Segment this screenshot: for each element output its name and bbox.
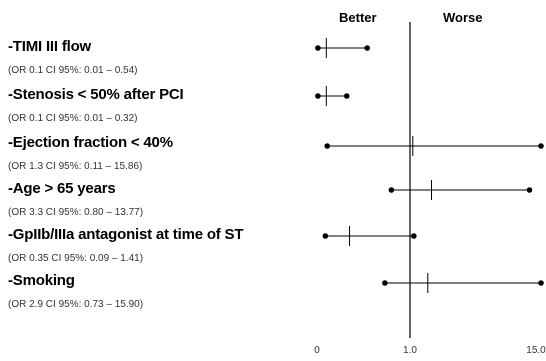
worse-label: Worse xyxy=(443,10,483,25)
ci-lower-marker xyxy=(315,45,321,51)
factor-label: -Smoking xyxy=(8,272,75,289)
factor-label: -Age > 65 years xyxy=(8,180,116,197)
ci-lower-marker xyxy=(315,93,321,99)
odds-ratio-text: (OR 0.35 CI 95%: 0.09 – 1.41) xyxy=(8,253,144,264)
ci-upper-marker xyxy=(343,93,350,99)
x-tick-label: 15.0 xyxy=(526,345,546,356)
ci-lower-marker xyxy=(322,233,329,239)
ci-upper-marker xyxy=(526,187,533,193)
ci-upper-marker xyxy=(538,280,544,286)
better-label: Better xyxy=(339,10,377,25)
ci-upper-marker xyxy=(538,143,544,149)
ci-lower-marker xyxy=(388,187,395,193)
factor-label: -TIMI III flow xyxy=(8,38,92,55)
odds-ratio-text: (OR 0.1 CI 95%: 0.01 – 0.54) xyxy=(8,65,138,76)
ci-upper-marker xyxy=(411,233,417,239)
odds-ratio-text: (OR 2.9 CI 95%: 0.73 – 15.90) xyxy=(8,299,144,310)
odds-ratio-text: (OR 0.1 CI 95%: 0.01 – 0.32) xyxy=(8,113,138,124)
ci-lower-marker xyxy=(382,280,388,286)
factor-label: -Stenosis < 50% after PCI xyxy=(8,86,184,103)
factor-label: -GpIIb/IIIa antagonist at time of ST xyxy=(8,226,244,243)
x-tick-label: 1.0 xyxy=(403,345,417,356)
odds-ratio-text: (OR 1.3 CI 95%: 0.11 – 15.86) xyxy=(8,161,143,172)
odds-ratio-text: (OR 3.3 CI 95%: 0.80 – 13.77) xyxy=(8,207,144,218)
ci-lower-marker xyxy=(324,143,331,149)
x-tick-label: 0 xyxy=(314,345,320,356)
factor-label: -Ejection fraction < 40% xyxy=(8,134,173,151)
ci-upper-marker xyxy=(364,45,371,51)
